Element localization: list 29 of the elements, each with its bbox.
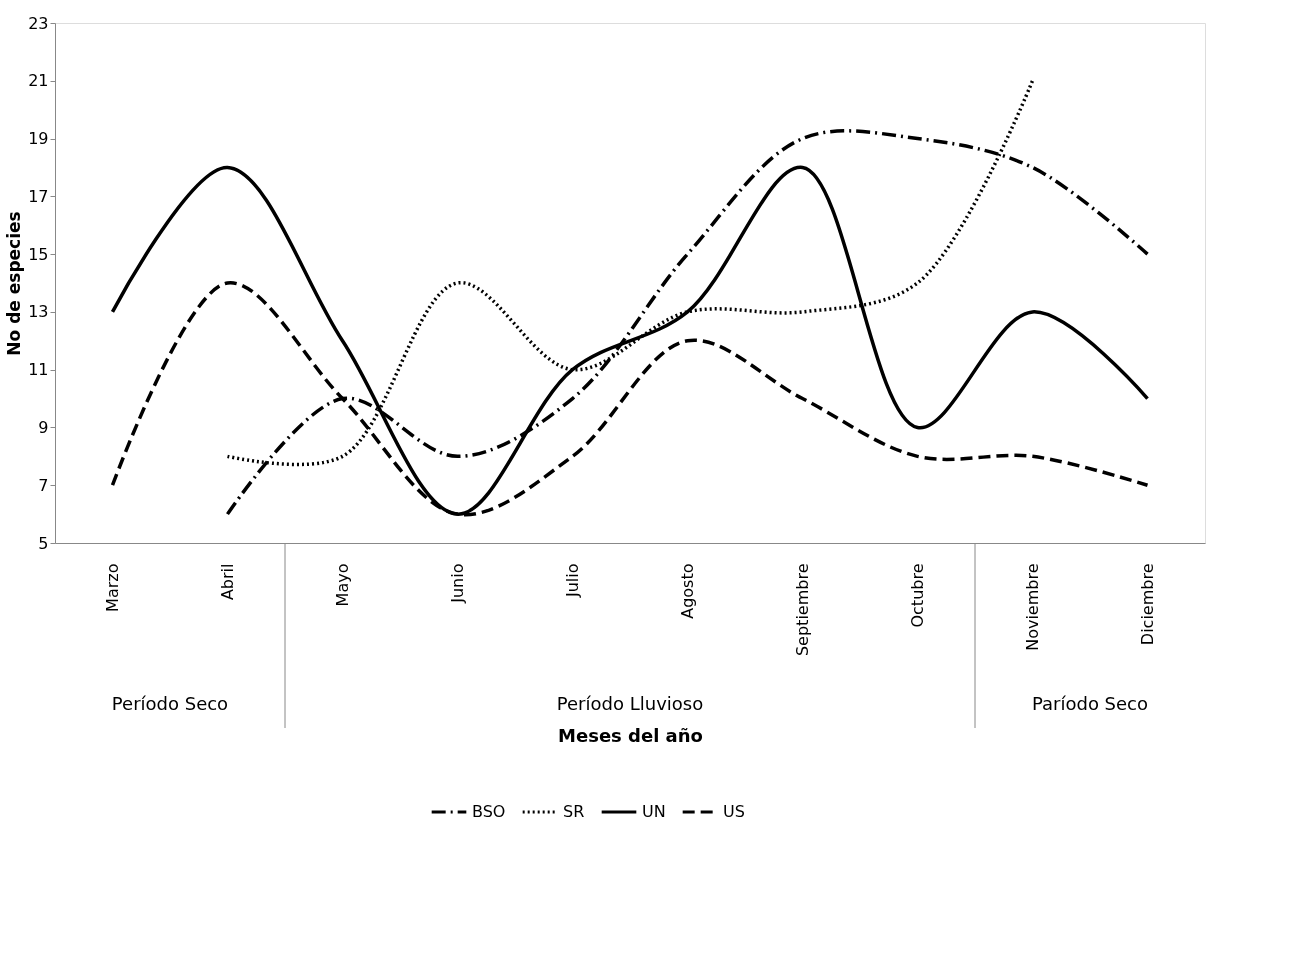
y-tick-label: 17: [28, 186, 49, 206]
x-tick-label: Marzo: [103, 563, 122, 612]
x-tick-label: Noviembre: [1023, 563, 1042, 651]
y-tick-label: 13: [28, 302, 49, 322]
legend-label: US: [723, 802, 745, 821]
y-tick-label: 9: [38, 417, 49, 437]
x-tick-label: Abril: [218, 563, 237, 601]
y-tick-label: 7: [38, 475, 49, 495]
legend-label: BSO: [472, 802, 506, 821]
legend-label: SR: [563, 802, 585, 821]
x-tick-label: Agosto: [678, 563, 697, 619]
x-tick-label: Mayo: [333, 563, 352, 607]
y-tick-label: 21: [28, 71, 49, 91]
y-tick-label: 15: [28, 244, 49, 264]
y-axis-title: No de especies: [4, 211, 25, 356]
y-tick-label: 19: [28, 129, 49, 149]
y-tick-label: 5: [38, 533, 49, 553]
text: Período Lluvioso: [556, 693, 704, 714]
text: Paríodo Seco: [1031, 693, 1149, 714]
legend-label: UN: [642, 802, 666, 821]
x-tick-label: Septiembre: [793, 563, 812, 657]
x-tick-label: Junio: [448, 563, 467, 604]
x-tick-label: Diciembre: [1138, 563, 1157, 646]
text: Período Seco: [111, 693, 229, 714]
x-tick-label: Julio: [563, 563, 582, 599]
x-tick-label: Octubre: [908, 563, 927, 628]
y-tick-label: 11: [28, 360, 49, 380]
y-tick-label: 23: [28, 13, 49, 33]
x-axis-title: Meses del año: [558, 725, 703, 747]
